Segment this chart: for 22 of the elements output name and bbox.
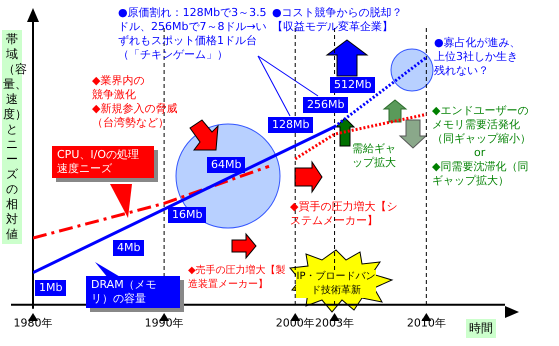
annotation: ●寡占化が進み、上位3社しか生き残れない？ — [434, 36, 522, 78]
annotation: CPU、I/Oの処理速度ニーズ — [52, 146, 154, 178]
annotation: 需給ギャップ拡大 — [352, 142, 397, 170]
annotation: ◆同需要沈滞化（同ギャップ拡大） — [432, 160, 530, 188]
text: ●コスト競争からの脱却？【収益モデル変革企業】 — [272, 6, 404, 34]
annotation: 16Mb — [168, 207, 206, 223]
annotation: 4Mb — [113, 240, 144, 256]
annotation: 1Mb — [35, 280, 66, 296]
x-axis-title: 時間 — [466, 319, 496, 338]
annotation: 128Mb — [268, 117, 314, 133]
text: 帯域（容量、速度）とニーズの相対値 — [3, 32, 27, 241]
annotation: 512Mb — [330, 77, 376, 93]
annotation: IP・ブロードバンド技術革新 — [296, 270, 376, 298]
annotation: ◆売手の圧力増大【製造装置メーカー】 — [188, 264, 287, 292]
annotation: or — [474, 146, 486, 160]
annotation: 64Mb — [207, 157, 246, 173]
annotation: 256Mb — [303, 97, 348, 113]
annotation: ◆買手の圧力増大【システムメーカー】 — [290, 200, 398, 228]
annotation: ◆新規参入の脅威（台湾勢など） — [92, 102, 178, 130]
annotation: ●原価割れ：128Mbで3～3.5ドル、256Mbで7～8ドル→いずれもスポット価格1ドル台（「チキンゲーム」） — [118, 6, 268, 62]
annotation: ◆業界内の競争激化 — [92, 74, 146, 102]
annotation: DRAM（メモリ）の容量 — [86, 276, 180, 308]
